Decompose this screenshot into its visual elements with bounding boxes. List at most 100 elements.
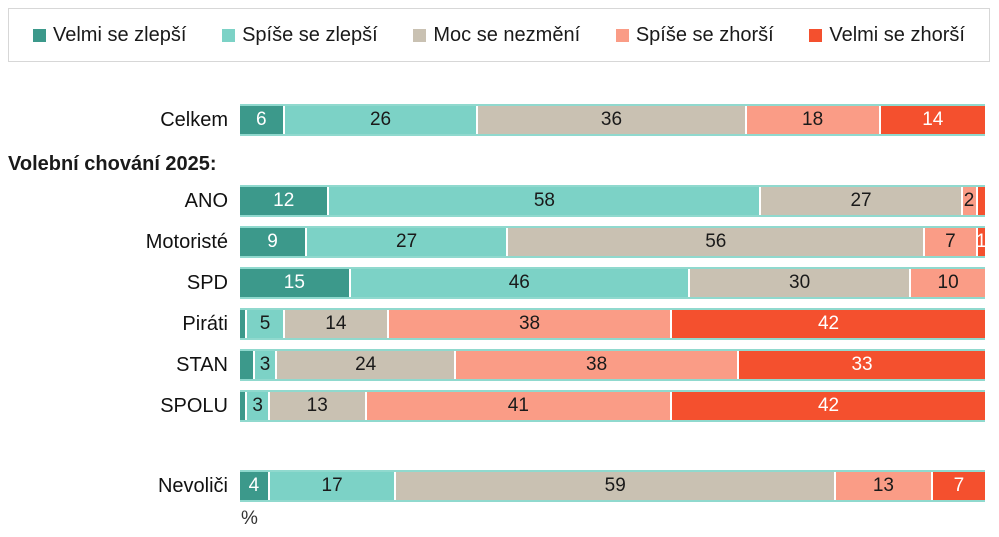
segment-value-label: 7: [945, 231, 956, 252]
bar-segment: 38: [456, 351, 740, 379]
segment-value-label: 36: [600, 109, 623, 130]
bar-segment: 3: [254, 351, 278, 379]
stacked-bar: 12 58 27 2: [240, 185, 985, 217]
bar-row: Piráti 5 14 38 42: [0, 308, 999, 340]
legend-item: Moc se nezmění: [413, 24, 580, 47]
legend-swatch-icon: [809, 28, 823, 42]
bar-segment: 42: [672, 392, 985, 420]
bar-segment: 12: [240, 187, 330, 215]
bar-segment: 15: [240, 269, 351, 297]
segment-value-label: 27: [850, 190, 872, 211]
stacked-bar: 5 14 38 42: [240, 308, 985, 340]
row-label: Motoristé: [145, 230, 228, 253]
bar-segment: 17: [269, 472, 397, 500]
bar-segment: 5: [247, 310, 285, 338]
segment-value-label: 5: [259, 313, 271, 334]
bar-segment: 13: [269, 392, 367, 420]
rows-total-group: Celkem 6 26 36 18 14: [0, 104, 999, 136]
bar-segment: 26: [284, 106, 479, 134]
bar-row: ANO 12 58 27 2: [0, 185, 999, 217]
segment-value-label: 33: [851, 354, 873, 375]
row-label: Piráti: [182, 312, 228, 335]
row-label: SPD: [186, 271, 228, 294]
segment-value-label: 38: [586, 354, 608, 375]
bar-segment: 1: [975, 228, 987, 256]
legend-item: Spíše se zlepší: [222, 24, 378, 47]
legend-swatch-icon: [222, 28, 236, 42]
bar-segment: 27: [761, 187, 963, 215]
row-label: SPOLU: [160, 394, 228, 417]
legend-swatch-icon: [615, 28, 629, 42]
axis-label-row: %: [0, 508, 999, 537]
bar-segment: 14: [284, 310, 389, 338]
segment-value-label: 13: [872, 475, 894, 496]
segment-value-label: 18: [802, 109, 824, 130]
bar-segment: 46: [350, 269, 690, 297]
segment-value-label: 10: [937, 272, 959, 293]
segment-value-label: 59: [604, 475, 626, 496]
bar-row: Nevoliči 4 17 59 13 7: [0, 470, 999, 502]
segment-value-label: 58: [533, 190, 555, 211]
legend-item: Velmi se zhorší: [809, 24, 965, 47]
segment-value-label: 2: [963, 190, 975, 211]
bar-segment: 14: [880, 106, 985, 134]
bar-segment: 24: [277, 351, 457, 379]
segment-value-label: 3: [252, 395, 263, 416]
segment-value-label: 13: [306, 395, 328, 416]
segment-value-label: 14: [325, 313, 347, 334]
stacked-bar: 3 24 38 33: [240, 349, 985, 381]
rows-parties-group: ANO 12 58 27 2 Motoristé 9 27 56 7 1 SPD 15 46 30 10 Pir…: [0, 185, 999, 422]
bar-segment: 38: [388, 310, 673, 338]
bar-segment: 3: [247, 392, 270, 420]
legend-label: Spíše se zlepší: [242, 23, 378, 46]
legend-item: Spíše se zhorší: [615, 23, 774, 47]
row-label: STAN: [176, 353, 228, 376]
stacked-bar: 6 26 36 18 14: [240, 104, 985, 136]
bar-segment: 27: [307, 228, 509, 256]
legend-item: Velmi se zlepší: [33, 24, 186, 47]
chart-legend: Velmi se zlepší Spíše se zlepší Moc se nez…: [8, 8, 990, 62]
segment-value-label: 46: [508, 272, 530, 293]
section-label: Volební chování 2025:: [8, 152, 217, 175]
legend-label: Spíše se zhorší: [635, 23, 774, 46]
bar-segment: 56: [508, 228, 926, 256]
bar-segment: 7: [932, 472, 985, 500]
rows-nonvoters-group: Nevoliči 4 17 59 13 7: [0, 470, 999, 502]
segment-value-label: 24: [355, 354, 377, 375]
segment-value-label: 7: [953, 475, 965, 496]
stacked-bar: 4 17 59 13 7: [240, 470, 985, 502]
bar-segment: 58: [329, 187, 762, 215]
bar-segment: 2: [962, 187, 978, 215]
bar-segment: 59: [396, 472, 836, 500]
segment-value-label: 4: [248, 475, 260, 496]
segment-value-label: 6: [256, 109, 267, 130]
section-header-row: Volební chování 2025:: [0, 150, 999, 178]
bar-segment: 10: [911, 269, 985, 297]
segment-value-label: 27: [396, 231, 418, 252]
bar-row: Motoristé 9 27 56 7 1: [0, 226, 999, 258]
bar-segment: 33: [739, 351, 985, 379]
bar-row: STAN 3 24 38 33: [0, 349, 999, 381]
segment-value-label: 56: [705, 231, 727, 252]
segment-value-label: 14: [922, 109, 944, 130]
segment-value-label: 17: [321, 475, 343, 496]
bar-row: Celkem 6 26 36 18 14: [0, 104, 999, 136]
bar-segment: 13: [835, 472, 933, 500]
segment-value-label: 12: [273, 190, 295, 211]
bar-segment: 41: [366, 392, 673, 420]
segment-value-label: 26: [369, 109, 392, 130]
legend-label: Velmi se zhorší: [829, 23, 965, 46]
bar-segment: 7: [925, 228, 978, 256]
bar-segment: [240, 392, 248, 420]
stacked-bar: 3 13 41 42: [240, 390, 985, 422]
legend-swatch-icon: [413, 28, 427, 42]
segment-value-label: 30: [789, 272, 811, 293]
bar-row: SPD 15 46 30 10: [0, 267, 999, 299]
segment-value-label: 38: [518, 313, 541, 334]
legend-swatch-icon: [33, 28, 46, 42]
segment-value-label: 3: [259, 354, 271, 375]
segment-value-label: 1: [975, 231, 987, 252]
bar-segment: [240, 351, 255, 379]
stacked-bar-chart: Celkem 6 26 36 18 14 Volební chování 2025: AN…: [0, 104, 999, 537]
